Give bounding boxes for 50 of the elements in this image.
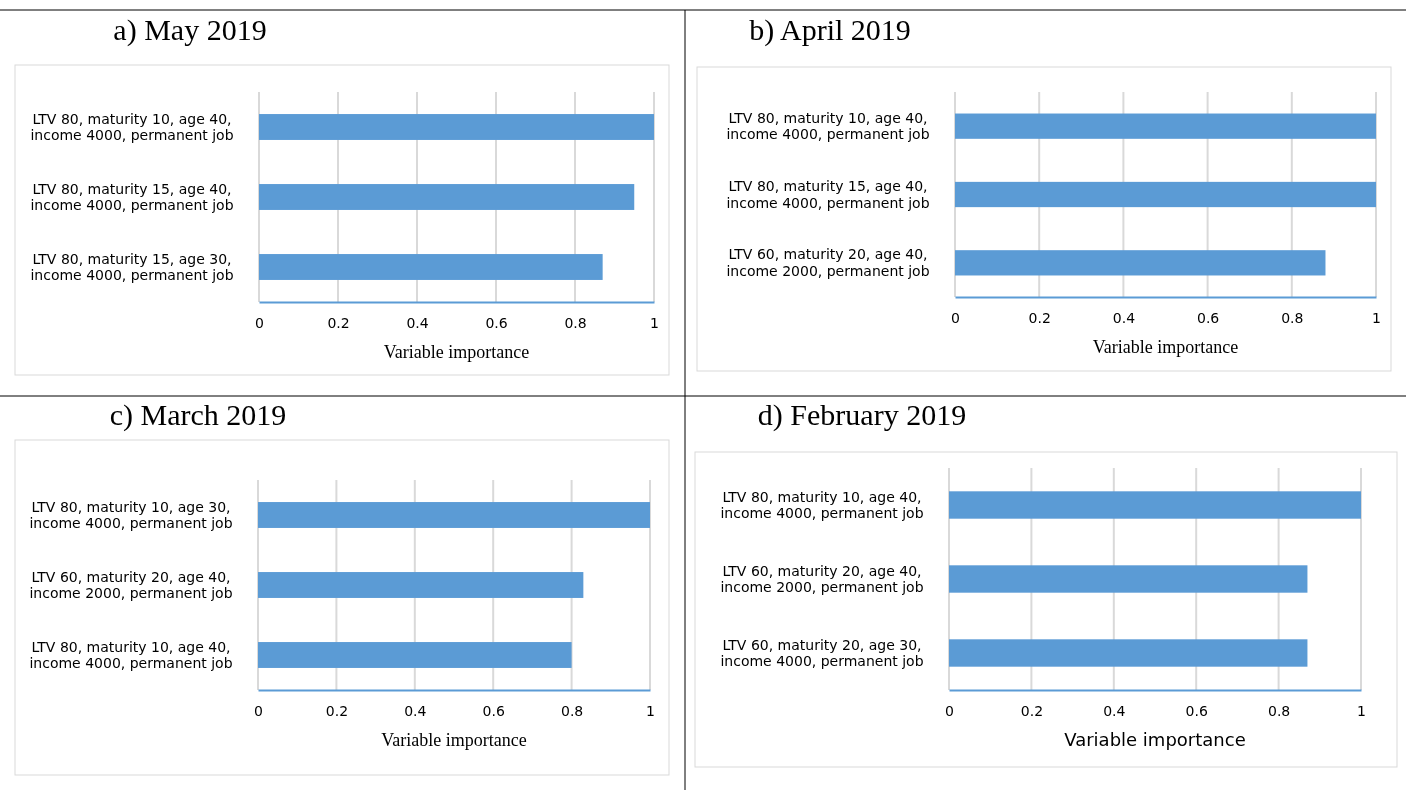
y-tick-label: LTV 80, maturity 10, age 40, income 4000, permanent job	[720, 488, 924, 522]
bar	[259, 184, 635, 210]
bar	[259, 114, 654, 140]
x-tick-label: 0.2	[325, 702, 349, 719]
x-tick-label: 0	[255, 314, 264, 331]
y-tick-label: LTV 80, maturity 10, age 40, income 4000, permanent job	[29, 638, 233, 672]
chart-title: a) May 2019	[113, 13, 267, 47]
chart-title: b) April 2019	[749, 13, 911, 47]
y-tick-label: LTV 60, maturity 20, age 40, income 2000, permanent job	[29, 568, 233, 602]
bar	[258, 502, 650, 528]
x-axis-title: Variable importance	[381, 730, 527, 750]
x-tick-label: 0	[945, 702, 954, 719]
bar	[258, 572, 584, 598]
y-tick-label: LTV 60, maturity 20, age 40, income 2000, permanent job	[720, 562, 924, 596]
x-tick-label: 1	[1372, 309, 1381, 326]
y-tick-label: LTV 80, maturity 15, age 40, income 4000, permanent job	[30, 180, 234, 214]
y-tick-label: LTV 60, maturity 20, age 30, income 4000, permanent job	[720, 636, 924, 670]
y-tick-label: LTV 80, maturity 10, age 40, income 4000, permanent job	[726, 109, 930, 143]
bar	[259, 254, 603, 280]
x-tick-label: 0.2	[1028, 309, 1051, 326]
y-tick-label: LTV 80, maturity 10, age 40, income 4000, permanent job	[30, 110, 234, 144]
x-axis-title: Variable importance	[1092, 337, 1239, 357]
x-tick-label: 0.6	[482, 702, 505, 719]
x-tick-label: 1	[646, 702, 655, 719]
y-tick-label: LTV 80, maturity 10, age 30, income 4000, permanent job	[29, 498, 233, 532]
x-tick-label: 0.8	[1281, 309, 1304, 326]
x-tick-label: 0.8	[564, 314, 587, 331]
x-tick-label: 0.8	[560, 702, 584, 719]
x-tick-label: 0.6	[485, 314, 508, 331]
x-tick-label: 0.6	[1185, 702, 1208, 719]
x-tick-label: 0.8	[1267, 702, 1291, 719]
x-tick-label: 0	[254, 702, 263, 719]
x-tick-label: 0.2	[1020, 702, 1044, 719]
y-tick-label: LTV 60, maturity 20, age 40, income 2000, permanent job	[726, 246, 930, 280]
x-tick-label: 0.4	[406, 314, 429, 331]
x-tick-label: 0.6	[1196, 309, 1220, 326]
x-tick-label: 0	[951, 309, 960, 326]
x-tick-label: 0.4	[1112, 309, 1136, 326]
y-tick-label: LTV 80, maturity 15, age 30, income 4000, permanent job	[30, 250, 234, 284]
chart-title: c) March 2019	[109, 398, 287, 432]
x-axis-title: Variable importance	[383, 342, 530, 362]
x-tick-label: 0.2	[327, 314, 350, 331]
x-tick-label: 1	[650, 314, 659, 331]
x-tick-label: 0.4	[1103, 702, 1126, 719]
x-tick-label: 1	[1357, 702, 1366, 719]
bar	[258, 642, 572, 668]
chart-title: d) February 2019	[757, 398, 967, 432]
x-tick-label: 0.4	[404, 702, 427, 719]
y-tick-label: LTV 80, maturity 15, age 40, income 4000, permanent job	[726, 178, 930, 211]
x-axis-title: Variable importance	[1064, 729, 1246, 750]
